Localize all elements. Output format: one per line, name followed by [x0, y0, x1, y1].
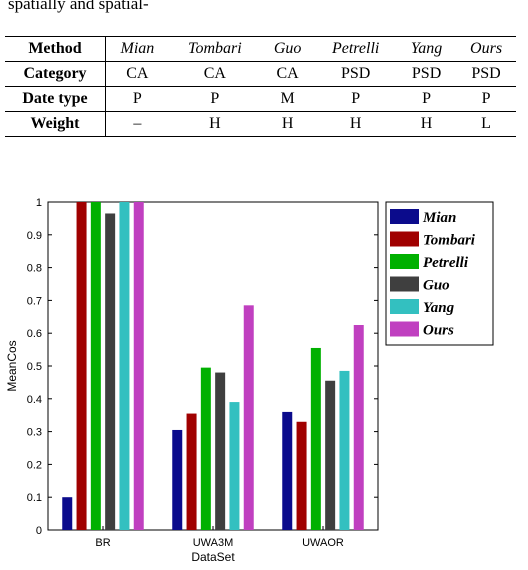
table-cell: H [397, 111, 457, 137]
y-tick-label: 0.1 [27, 492, 42, 504]
table-cell: H [314, 111, 398, 137]
method-header-cell: Ours [456, 36, 516, 62]
bar [325, 380, 336, 530]
y-tick-label: 0.2 [27, 459, 42, 471]
table-cell: CA [105, 61, 169, 87]
table-cell: P [314, 86, 398, 112]
method-header-cell: Yang [397, 36, 457, 62]
legend-entry: Tombari [423, 233, 476, 249]
table-cell: PSD [314, 61, 398, 87]
x-axis-label: DataSet [191, 550, 235, 564]
table-cell: L [456, 111, 516, 137]
method-header-cell: Petrelli [314, 36, 398, 62]
bar [90, 202, 101, 530]
y-tick-label: 0.7 [27, 295, 42, 307]
table-cell: CA [261, 61, 315, 87]
table-cell: P [105, 86, 169, 112]
row-label: Weight [5, 111, 106, 137]
table-cell: H [261, 111, 315, 137]
method-header-cell: Guo [261, 36, 315, 62]
legend-swatch [390, 231, 419, 247]
table-row: Category CA CA CA PSD PSD PSD [5, 61, 516, 87]
truncated-text-line: spatially and spatial- [8, 0, 149, 13]
method-comparison-table: Method Mian Tombari Guo Petrelli Yang Ou… [5, 36, 516, 137]
x-tick-label: UWA3M [193, 537, 234, 549]
legend-entry: Ours [423, 323, 454, 339]
table-cell: – [105, 111, 169, 137]
method-header-cell: Tombari [168, 36, 261, 62]
y-tick-label: 0 [36, 525, 42, 537]
bar [186, 413, 197, 530]
table-cell: CA [168, 61, 261, 87]
y-tick-label: 0.5 [27, 361, 42, 373]
y-tick-label: 0.4 [27, 394, 42, 406]
table-cell: PSD [456, 61, 516, 87]
legend-box [385, 201, 494, 346]
row-label: Category [5, 61, 106, 87]
bar [215, 372, 226, 530]
table-cell: M [261, 86, 315, 112]
y-tick-label: 0.3 [27, 427, 42, 439]
table-header-row: Method Mian Tombari Guo Petrelli Yang Ou… [5, 36, 516, 62]
bar [229, 402, 240, 530]
y-axis-label: MeanCos [5, 340, 19, 391]
y-tick-label: 1 [36, 197, 42, 209]
x-tick-label: BR [95, 537, 110, 549]
y-tick-label: 0.9 [27, 230, 42, 242]
bar [282, 411, 293, 530]
bar [76, 202, 87, 530]
table-row: Weight – H H H H L [5, 111, 516, 137]
bar [133, 202, 144, 530]
y-tick-label: 0.6 [27, 328, 42, 340]
bar [172, 429, 183, 530]
table-cell: H [168, 111, 261, 137]
bar [119, 202, 130, 530]
meancos-bar-chart: 0 0.1 0.2 0.3 0.4 0.5 0.6 0.7 0.8 0.9 1 BR UWA3M UWAO… [5, 197, 494, 564]
bar [62, 497, 73, 530]
legend-entry: Petrelli [423, 255, 469, 271]
legend-swatch [390, 276, 419, 292]
legend-entry: Guo [423, 278, 450, 294]
bar [353, 325, 364, 530]
row-label: Date type [5, 86, 106, 112]
method-header-cell: Mian [105, 36, 169, 62]
bar [105, 213, 116, 531]
bar [310, 347, 321, 530]
table-cell: P [456, 86, 516, 112]
legend-swatch [390, 321, 419, 337]
bar [339, 370, 350, 530]
table-row: Date type P P M P P P [5, 86, 516, 112]
x-tick-label: UWAOR [302, 537, 344, 549]
bar [243, 305, 254, 530]
table-cell: PSD [397, 61, 457, 87]
table-cell: P [397, 86, 457, 112]
legend-entry: Mian [422, 210, 456, 226]
bar [296, 421, 307, 530]
table-cell: P [168, 86, 261, 112]
legend-entry: Yang [423, 300, 455, 316]
y-tick-label: 0.8 [27, 263, 42, 275]
legend-swatch [390, 209, 419, 224]
legend-swatch [390, 254, 419, 269]
table-corner-header: Method [5, 36, 106, 62]
bar [200, 367, 211, 530]
legend-swatch [390, 299, 419, 314]
